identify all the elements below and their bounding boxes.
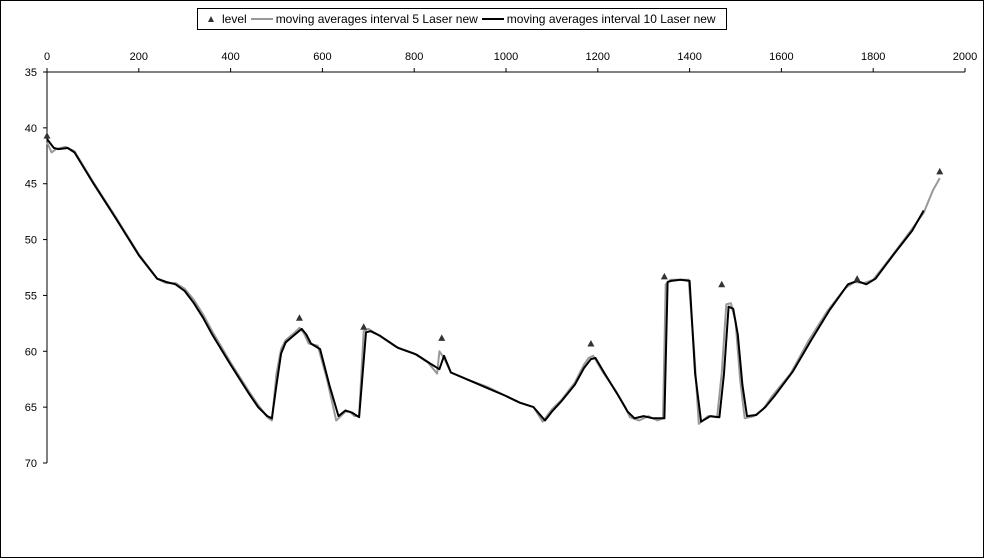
triangle-marker-icon xyxy=(208,16,214,22)
chart-legend: level moving averages interval 5 Laser n… xyxy=(197,8,727,30)
y-tick-label: 70 xyxy=(25,458,37,470)
level-marker xyxy=(587,339,595,347)
y-tick-label: 55 xyxy=(25,290,37,302)
level-marker xyxy=(660,272,668,280)
level-marker xyxy=(936,167,944,175)
legend-item-ma5: moving averages interval 5 Laser new xyxy=(250,12,478,26)
level-marker xyxy=(853,275,861,282)
y-tick-label: 45 xyxy=(25,179,37,191)
y-tick-label: 65 xyxy=(25,402,37,414)
y-tick-label: 50 xyxy=(25,235,37,247)
black-line-icon xyxy=(481,18,504,20)
x-tick-label: 1400 xyxy=(677,51,701,63)
y-tick-label: 60 xyxy=(25,346,37,358)
x-tick-label: 800 xyxy=(405,51,423,63)
grey-line-icon xyxy=(250,18,273,20)
legend-label-ma10: moving averages interval 10 Laser new xyxy=(506,12,716,26)
x-tick-label: 400 xyxy=(221,51,239,63)
x-tick-label: 600 xyxy=(313,51,331,63)
legend-item-level: level xyxy=(208,12,247,26)
series-line-1 xyxy=(46,141,941,425)
level-marker xyxy=(295,314,303,321)
level-marker xyxy=(718,280,726,288)
level-marker xyxy=(360,323,368,330)
y-tick-label: 35 xyxy=(25,67,37,79)
legend-label-level: level xyxy=(222,12,247,26)
x-tick-label: 0 xyxy=(44,51,50,63)
level-marker xyxy=(43,132,51,139)
x-tick-label: 1600 xyxy=(769,51,793,63)
legend-item-ma10: moving averages interval 10 Laser new xyxy=(481,12,716,26)
y-tick-label: 40 xyxy=(25,123,37,135)
series-line-2 xyxy=(46,138,925,423)
x-tick-label: 200 xyxy=(130,51,148,63)
x-tick-label: 2000 xyxy=(953,51,977,63)
x-tick-label: 1800 xyxy=(861,51,885,63)
legend-label-ma5: moving averages interval 5 Laser new xyxy=(275,12,478,26)
x-tick-label: 1200 xyxy=(586,51,610,63)
x-tick-label: 1000 xyxy=(494,51,518,63)
level-marker xyxy=(438,334,446,341)
